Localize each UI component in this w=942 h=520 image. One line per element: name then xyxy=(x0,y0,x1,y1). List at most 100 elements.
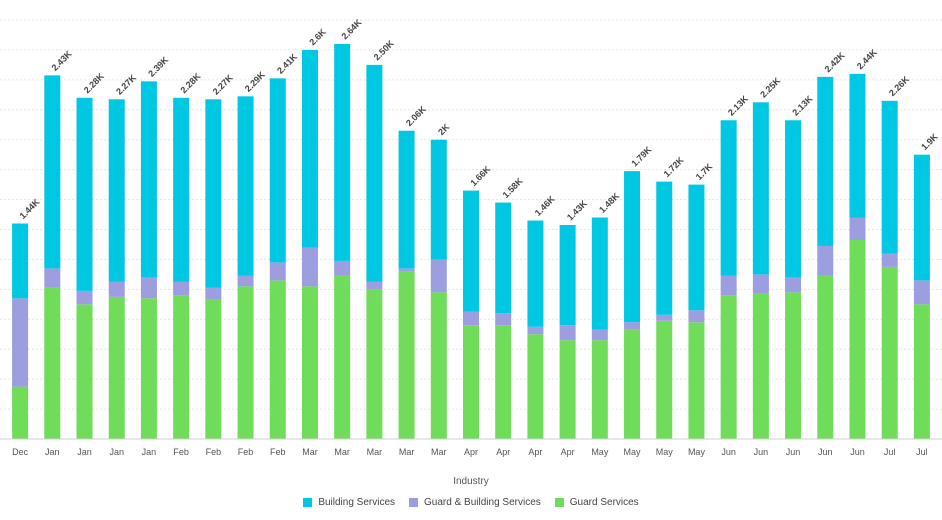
bar-segment-guard-building-services[interactable] xyxy=(334,260,351,276)
bar-segment-guard-building-services[interactable] xyxy=(817,245,834,276)
bar-segment-guard-services[interactable] xyxy=(44,287,61,439)
bar-segment-building-services[interactable] xyxy=(752,102,769,275)
bar-segment-guard-services[interactable] xyxy=(527,334,544,439)
bar-segment-guard-building-services[interactable] xyxy=(301,247,318,287)
bar-segment-building-services[interactable] xyxy=(430,139,447,260)
bar-total-label: 2.27K xyxy=(114,72,138,96)
bar-segment-building-services[interactable] xyxy=(205,99,222,288)
bar-total-label: 1.48K xyxy=(597,191,621,215)
bar-segment-guard-services[interactable] xyxy=(173,295,190,439)
bar-segment-guard-services[interactable] xyxy=(849,239,866,439)
bar-segment-building-services[interactable] xyxy=(720,120,737,276)
bar-segment-building-services[interactable] xyxy=(527,220,544,327)
bar-segment-guard-building-services[interactable] xyxy=(237,275,254,287)
legend-item-guard-building-services[interactable]: Guard & Building Services xyxy=(409,497,541,508)
bar-segment-guard-building-services[interactable] xyxy=(591,329,608,341)
bar-segment-guard-building-services[interactable] xyxy=(527,326,544,335)
bar-segment-guard-building-services[interactable] xyxy=(688,310,705,323)
bar-segment-guard-services[interactable] xyxy=(495,325,512,439)
bar-segment-guard-building-services[interactable] xyxy=(366,281,383,290)
bar-segment-building-services[interactable] xyxy=(173,97,190,282)
bar-segment-guard-services[interactable] xyxy=(12,386,29,439)
bar-segment-guard-building-services[interactable] xyxy=(752,274,769,294)
bar-segment-guard-services[interactable] xyxy=(785,292,802,439)
bar-segment-guard-building-services[interactable] xyxy=(559,325,576,341)
bar-segment-guard-services[interactable] xyxy=(366,289,383,439)
bar-segment-guard-building-services[interactable] xyxy=(785,277,802,293)
bar-segment-building-services[interactable] xyxy=(463,190,479,312)
bar-segment-building-services[interactable] xyxy=(108,99,125,282)
bar-segment-guard-services[interactable] xyxy=(688,322,705,439)
bar-segment-guard-building-services[interactable] xyxy=(849,217,866,240)
bar-segment-guard-services[interactable] xyxy=(334,275,351,439)
bar-total-label: 1.58K xyxy=(501,176,525,200)
bar-segment-building-services[interactable] xyxy=(656,181,673,315)
bar-segment-guard-services[interactable] xyxy=(76,304,93,439)
bar-segment-guard-building-services[interactable] xyxy=(913,280,930,305)
bar-segment-guard-services[interactable] xyxy=(269,280,286,439)
bar-segment-guard-services[interactable] xyxy=(398,271,415,439)
bar-segment-guard-services[interactable] xyxy=(140,298,157,439)
bar-segment-building-services[interactable] xyxy=(817,76,834,246)
bar-segment-building-services[interactable] xyxy=(559,225,576,326)
bar-total-label: 2.41K xyxy=(275,51,299,75)
bar-segment-guard-services[interactable] xyxy=(881,266,898,439)
bar-segment-guard-building-services[interactable] xyxy=(269,262,286,281)
bar-segment-building-services[interactable] xyxy=(269,78,286,263)
bar-segment-building-services[interactable] xyxy=(849,73,866,218)
bar-segment-building-services[interactable] xyxy=(881,100,898,254)
bar-segment-guard-services[interactable] xyxy=(720,295,737,439)
bar-segment-guard-services[interactable] xyxy=(237,286,254,439)
bar-segment-guard-services[interactable] xyxy=(913,304,930,439)
bar-segment-guard-building-services[interactable] xyxy=(173,281,190,296)
bar-segment-building-services[interactable] xyxy=(44,75,61,269)
bar-segment-guard-building-services[interactable] xyxy=(140,277,157,299)
bar-segment-guard-building-services[interactable] xyxy=(108,281,125,297)
bar-segment-guard-services[interactable] xyxy=(752,293,769,439)
bar-segment-guard-building-services[interactable] xyxy=(495,313,512,326)
bar-segment-building-services[interactable] xyxy=(76,97,93,291)
bar-segment-guard-services[interactable] xyxy=(430,292,447,439)
bar-total-label: 2.26K xyxy=(887,74,911,98)
bar-segment-guard-services[interactable] xyxy=(108,296,125,439)
bar-segment-guard-building-services[interactable] xyxy=(430,259,447,293)
bar-segment-building-services[interactable] xyxy=(366,64,383,282)
bar-segment-guard-services[interactable] xyxy=(463,325,479,439)
bar-segment-guard-building-services[interactable] xyxy=(76,290,93,305)
bar-segment-guard-services[interactable] xyxy=(656,320,673,439)
x-tick-label: May xyxy=(624,447,642,457)
bar-segment-building-services[interactable] xyxy=(624,171,641,323)
bar-segment-guard-building-services[interactable] xyxy=(398,268,415,272)
bar-segment-guard-services[interactable] xyxy=(559,340,576,439)
x-tick-label: Jan xyxy=(109,447,124,457)
bar-segment-guard-services[interactable] xyxy=(624,329,641,439)
bar-segment-building-services[interactable] xyxy=(334,43,351,261)
bar-segment-guard-building-services[interactable] xyxy=(12,298,29,387)
bar-segment-guard-building-services[interactable] xyxy=(463,311,479,326)
bar-segment-guard-services[interactable] xyxy=(591,340,608,439)
bar-segment-building-services[interactable] xyxy=(12,223,29,299)
bar-segment-building-services[interactable] xyxy=(301,49,318,248)
bar-segment-building-services[interactable] xyxy=(140,81,157,278)
bar-segment-building-services[interactable] xyxy=(913,154,930,281)
bar-segment-guard-services[interactable] xyxy=(817,275,834,439)
bar-segment-guard-building-services[interactable] xyxy=(881,253,898,267)
bar-segment-guard-building-services[interactable] xyxy=(624,322,641,330)
x-tick-label: May xyxy=(656,447,674,457)
bar-segment-building-services[interactable] xyxy=(688,184,705,311)
bar-segment-building-services[interactable] xyxy=(237,96,254,276)
x-tick-label: Mar xyxy=(399,447,415,457)
bar-segment-guard-services[interactable] xyxy=(205,299,222,439)
bar-segment-guard-services[interactable] xyxy=(301,286,318,439)
bar-segment-building-services[interactable] xyxy=(495,202,512,314)
bar-segment-guard-building-services[interactable] xyxy=(720,275,737,296)
legend-item-guard-services[interactable]: Guard Services xyxy=(554,497,639,508)
bar-segment-building-services[interactable] xyxy=(591,217,608,330)
bar-total-label: 1.9K xyxy=(919,131,940,152)
bar-segment-building-services[interactable] xyxy=(398,130,415,269)
bar-segment-guard-building-services[interactable] xyxy=(205,287,222,300)
legend-item-building-services[interactable]: Building Services xyxy=(303,497,395,508)
bar-segment-guard-building-services[interactable] xyxy=(44,268,61,288)
bar-segment-guard-building-services[interactable] xyxy=(656,314,673,321)
bar-segment-building-services[interactable] xyxy=(785,120,802,278)
